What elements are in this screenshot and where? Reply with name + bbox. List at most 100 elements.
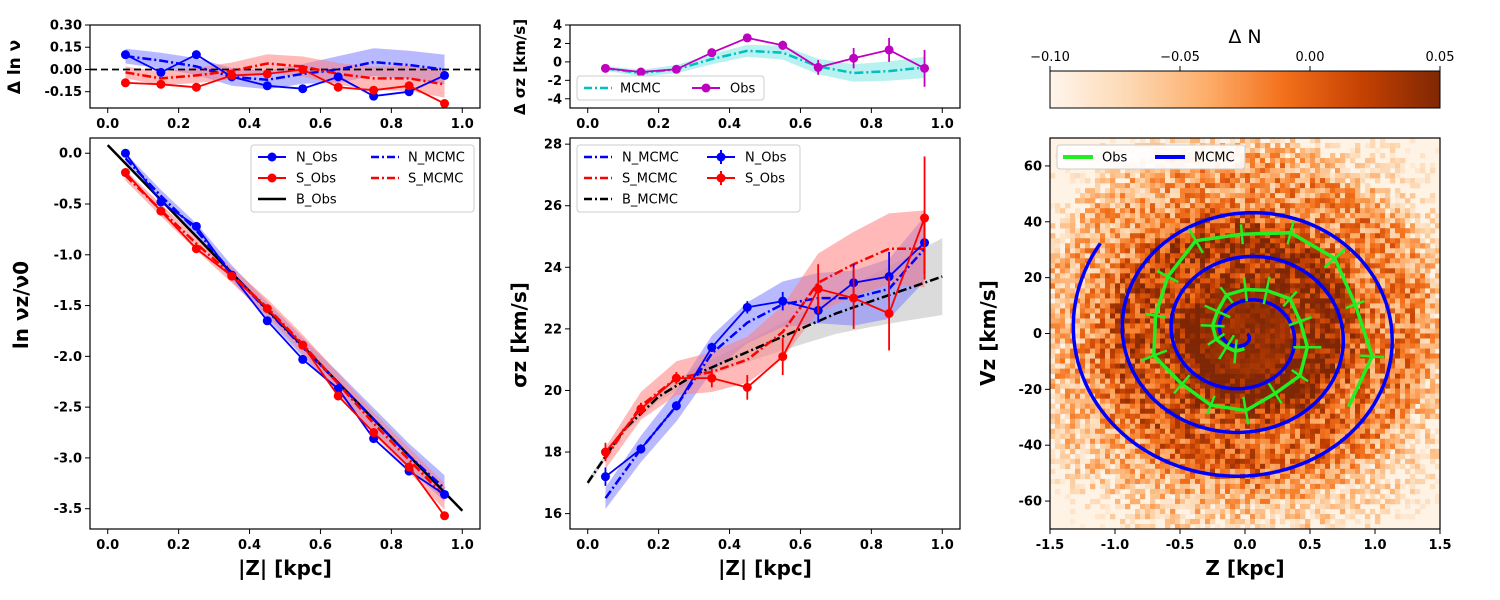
heatmap-cell <box>1430 438 1436 445</box>
heatmap-cell <box>1125 168 1131 174</box>
heatmap-cell <box>1360 398 1366 404</box>
heatmap-cell <box>1350 448 1356 455</box>
heatmap-cell <box>1140 388 1146 394</box>
heatmap-cell <box>1360 308 1366 314</box>
heatmap-cell <box>1105 233 1111 239</box>
heatmap-cell <box>1240 323 1246 329</box>
heatmap-cell <box>1320 318 1326 324</box>
heatmap-cell <box>1320 263 1326 269</box>
heatmap-cell <box>1190 298 1196 304</box>
heatmap-cell <box>1250 453 1256 460</box>
heatmap-cell <box>1140 248 1146 254</box>
heatmap-cell <box>1275 358 1281 364</box>
heatmap-cell <box>1100 233 1106 239</box>
heatmap-cell <box>1255 188 1261 194</box>
s-obs-point <box>298 340 308 350</box>
heatmap-cell <box>1130 463 1136 470</box>
heatmap-cell <box>1085 433 1091 440</box>
heatmap-cell <box>1150 318 1156 324</box>
heatmap-cell <box>1330 153 1336 159</box>
heatmap-cell <box>1405 273 1411 279</box>
heatmap-cell <box>1325 303 1331 309</box>
heatmap-cell <box>1140 423 1146 430</box>
heatmap-cell <box>1175 423 1181 430</box>
heatmap-cell <box>1165 433 1171 440</box>
heatmap-cell <box>1185 353 1191 359</box>
n-obs-point <box>120 50 130 60</box>
heatmap-cell <box>1405 393 1411 399</box>
heatmap-cell <box>1195 353 1201 359</box>
heatmap-cell <box>1190 138 1196 144</box>
heatmap-cell <box>1245 468 1251 475</box>
heatmap-cell <box>1050 418 1056 425</box>
heatmap-cell <box>1300 183 1306 189</box>
heatmap-cell <box>1125 248 1131 254</box>
heatmap-cell <box>1300 253 1306 259</box>
heatmap-cell <box>1220 398 1226 404</box>
heatmap-cell <box>1060 318 1066 324</box>
heatmap-cell <box>1225 448 1231 455</box>
heatmap-cell <box>1345 378 1351 384</box>
heatmap-cell <box>1275 273 1281 279</box>
heatmap-cell <box>1385 203 1391 209</box>
heatmap-cell <box>1410 368 1416 374</box>
x-tick-label: 0.4 <box>238 538 261 553</box>
heatmap-cell <box>1135 288 1141 294</box>
heatmap-cell <box>1305 413 1311 420</box>
heatmap-cell <box>1365 458 1371 465</box>
heatmap-cell <box>1190 398 1196 404</box>
heatmap-cell <box>1365 223 1371 229</box>
heatmap-cell <box>1225 318 1231 324</box>
heatmap-cell <box>1365 253 1371 259</box>
heatmap-cell <box>1225 203 1231 209</box>
heatmap-cell <box>1200 293 1206 299</box>
heatmap-cell <box>1360 313 1366 319</box>
heatmap-cell <box>1230 178 1236 184</box>
heatmap-cell <box>1320 328 1326 334</box>
heatmap-cell <box>1285 273 1291 279</box>
heatmap-cell <box>1235 398 1241 404</box>
heatmap-cell <box>1275 428 1281 435</box>
heatmap-cell <box>1080 393 1086 399</box>
heatmap-cell <box>1330 283 1336 289</box>
x-tick-label: 0.0 <box>576 538 599 553</box>
heatmap-cell <box>1195 288 1201 294</box>
heatmap-cell <box>1085 428 1091 435</box>
heatmap-cell <box>1385 438 1391 445</box>
heatmap-cell <box>1365 383 1371 389</box>
heatmap-cell <box>1165 223 1171 229</box>
heatmap-cell <box>1155 193 1161 199</box>
heatmap-cell <box>1390 228 1396 234</box>
heatmap-cell <box>1075 343 1081 349</box>
heatmap-cell <box>1130 183 1136 189</box>
heatmap-cell <box>1245 238 1251 244</box>
heatmap-cell <box>1270 313 1276 319</box>
heatmap-cell <box>1165 258 1171 264</box>
heatmap-cell <box>1085 308 1091 314</box>
heatmap-cell <box>1295 303 1301 309</box>
heatmap-cell <box>1100 433 1106 440</box>
heatmap-cell <box>1075 233 1081 239</box>
heatmap-cell <box>1420 333 1426 339</box>
heatmap-cell <box>1070 298 1076 304</box>
heatmap-cell <box>1310 178 1316 184</box>
heatmap-cell <box>1260 433 1266 440</box>
heatmap-cell <box>1375 233 1381 239</box>
heatmap-cell <box>1405 263 1411 269</box>
s-obs-point <box>262 304 272 314</box>
heatmap-cell <box>1095 463 1101 470</box>
heatmap-cell <box>1230 288 1236 294</box>
heatmap-cell <box>1245 363 1251 369</box>
heatmap-cell <box>1310 448 1316 455</box>
heatmap-cell <box>1105 433 1111 440</box>
heatmap-cell <box>1390 263 1396 269</box>
heatmap-cell <box>1425 323 1431 329</box>
heatmap-cell <box>1225 353 1231 359</box>
heatmap-cell <box>1225 193 1231 199</box>
heatmap-cell <box>1105 368 1111 374</box>
heatmap-cell <box>1130 208 1136 214</box>
heatmap-cell <box>1060 303 1066 309</box>
heatmap-cell <box>1100 238 1106 244</box>
heatmap-cell <box>1405 383 1411 389</box>
